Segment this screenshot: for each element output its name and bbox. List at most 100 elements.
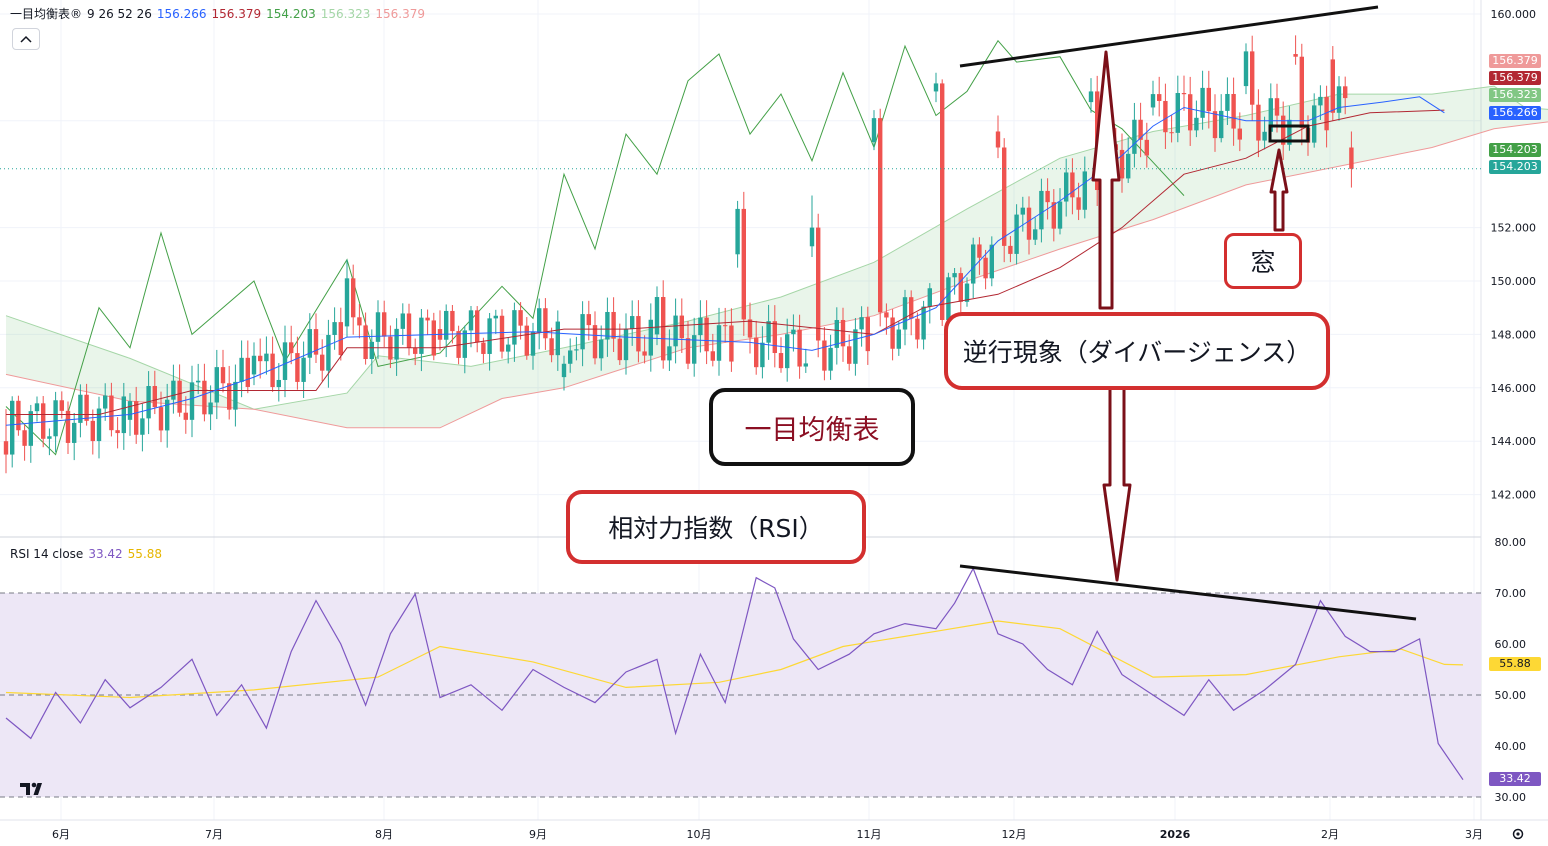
price-badge-last: 154.203 bbox=[1489, 160, 1541, 174]
candle-body bbox=[636, 316, 641, 352]
candle-body bbox=[65, 410, 71, 443]
candle-body bbox=[1076, 197, 1081, 210]
candle-body bbox=[958, 273, 963, 302]
candle-body bbox=[258, 355, 263, 362]
down-arrow-divergence bbox=[1102, 384, 1132, 582]
candle-body bbox=[828, 347, 833, 371]
candle-body bbox=[326, 334, 331, 371]
candle-body bbox=[1250, 51, 1255, 105]
tenkan-value: 156.266 bbox=[156, 7, 207, 21]
candle-body bbox=[1256, 104, 1261, 141]
candle-body bbox=[1274, 98, 1280, 116]
candle-body bbox=[512, 310, 517, 345]
candle-body bbox=[741, 208, 746, 320]
candle-body bbox=[1057, 201, 1063, 229]
candle-body bbox=[574, 349, 579, 351]
candle-body bbox=[896, 329, 901, 349]
candle-body bbox=[840, 319, 846, 347]
candle-body bbox=[1026, 207, 1032, 240]
candle-body bbox=[530, 332, 536, 356]
candle-body bbox=[394, 328, 399, 360]
candle-body bbox=[785, 334, 790, 369]
candle-body bbox=[1349, 147, 1354, 169]
candle-body bbox=[1281, 115, 1286, 145]
candle-body bbox=[270, 353, 275, 388]
time-tick-label: 9月 bbox=[529, 828, 547, 841]
time-tick-label: 6月 bbox=[52, 828, 70, 841]
candle-body bbox=[1082, 171, 1087, 210]
candle-body bbox=[778, 353, 784, 369]
candle-body bbox=[264, 353, 269, 362]
candle-body bbox=[1126, 153, 1131, 179]
candle-body bbox=[1299, 56, 1304, 128]
candle-body bbox=[134, 401, 139, 435]
candle-body bbox=[1312, 105, 1317, 143]
candle-body bbox=[1002, 147, 1007, 246]
candle-body bbox=[884, 312, 889, 318]
candle-body bbox=[679, 315, 684, 339]
candle-body bbox=[1138, 119, 1143, 140]
candle-body bbox=[22, 430, 27, 446]
candle-body bbox=[685, 338, 691, 364]
candle-body bbox=[363, 325, 368, 360]
candle-body bbox=[1231, 93, 1236, 129]
candle-body bbox=[406, 313, 412, 348]
price-tick-label: 148.000 bbox=[1491, 328, 1537, 341]
candle-body bbox=[1243, 51, 1249, 87]
candle-body bbox=[475, 310, 480, 343]
rsi-callout: 相対力指数（RSI） bbox=[566, 490, 866, 564]
tradingview-logo-icon[interactable] bbox=[16, 774, 50, 804]
candle-body bbox=[630, 316, 635, 329]
candle-body bbox=[1287, 119, 1292, 145]
candle-body bbox=[859, 317, 864, 330]
rsi-tick-label: 50.00 bbox=[1495, 689, 1527, 702]
candle-body bbox=[1262, 131, 1267, 141]
gear-icon[interactable] bbox=[1508, 824, 1528, 844]
candle-body bbox=[772, 321, 777, 354]
ichimoku-legend: 一目均衡表® 9 26 52 26 156.266 156.379 154.203 156… bbox=[10, 5, 430, 22]
candle-body bbox=[549, 338, 554, 356]
tenkan-line bbox=[5, 96, 1445, 426]
rsi-tick-label: 30.00 bbox=[1495, 791, 1527, 804]
candle-body bbox=[592, 325, 598, 359]
price-badge-chikou: 154.203 bbox=[1489, 143, 1541, 157]
candle-body bbox=[301, 357, 306, 382]
candle-body bbox=[276, 379, 281, 388]
collapse-legend-button[interactable] bbox=[12, 28, 40, 50]
candle-body bbox=[1008, 245, 1013, 254]
candle-body bbox=[1051, 202, 1056, 229]
candle-body bbox=[1268, 98, 1273, 132]
candle-body bbox=[506, 344, 511, 352]
rsi-tick-label: 60.00 bbox=[1495, 638, 1527, 651]
rsi-tick-label: 80.00 bbox=[1495, 536, 1527, 549]
candle-body bbox=[1212, 111, 1218, 139]
candle-body bbox=[871, 118, 877, 143]
candle-body bbox=[964, 283, 970, 302]
time-tick-label: 10月 bbox=[687, 828, 712, 841]
price-tick-label: 150.000 bbox=[1491, 275, 1537, 288]
candle-body bbox=[53, 400, 58, 437]
time-tick-label: 3月 bbox=[1465, 828, 1483, 841]
candle-body bbox=[797, 329, 802, 367]
candle-body bbox=[617, 338, 622, 361]
candle-body bbox=[344, 278, 350, 327]
candle-body bbox=[710, 351, 715, 361]
candle-body bbox=[1194, 117, 1199, 131]
price-badge-kijun: 156.379 bbox=[1489, 71, 1541, 85]
candle-body bbox=[599, 339, 604, 359]
candle-body bbox=[735, 208, 740, 255]
candle-body bbox=[90, 420, 95, 442]
price-tick-label: 142.000 bbox=[1491, 489, 1537, 502]
candle-body bbox=[171, 380, 176, 400]
candle-body bbox=[568, 350, 573, 364]
price-tick-label: 152.000 bbox=[1491, 222, 1537, 235]
candle-body bbox=[580, 314, 585, 350]
candle-body bbox=[791, 329, 796, 335]
price-tick-label: 160.000 bbox=[1491, 8, 1537, 21]
candle-body bbox=[115, 430, 120, 434]
candle-body bbox=[196, 380, 201, 383]
candle-body bbox=[890, 317, 895, 349]
up-arrow-divergence bbox=[1091, 50, 1121, 310]
chikou-value: 154.203 bbox=[266, 7, 316, 21]
